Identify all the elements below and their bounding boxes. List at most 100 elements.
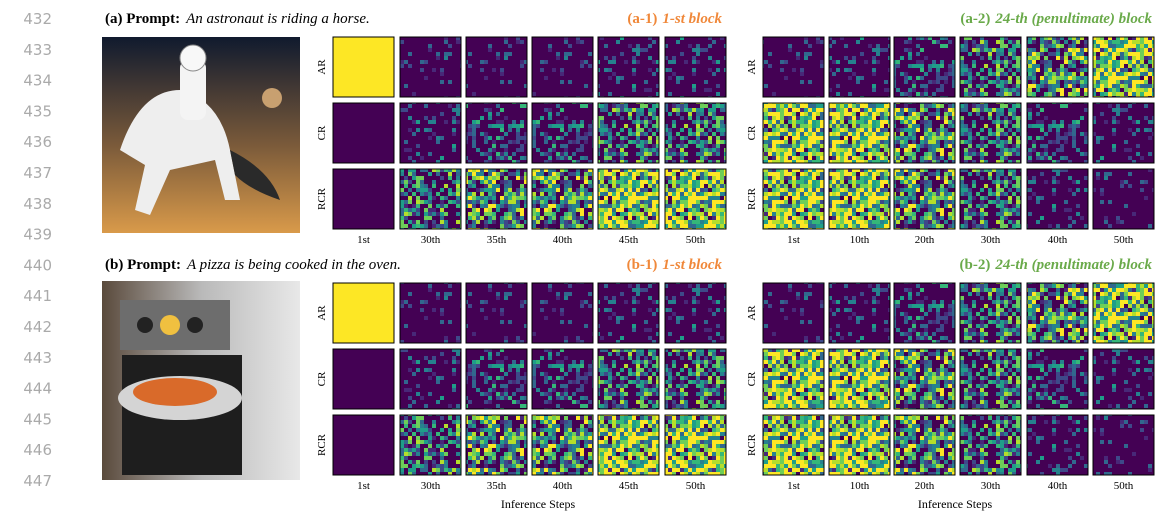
heatmap <box>466 283 527 343</box>
heatmap <box>763 37 824 97</box>
heatmap <box>960 283 1021 343</box>
prompt: An astronaut is riding a horse. <box>185 11 370 27</box>
heatmap <box>1027 349 1088 409</box>
heatmap <box>1027 283 1088 343</box>
line-number: 434 <box>23 72 52 90</box>
heatmap <box>665 349 726 409</box>
heatmap <box>960 349 1021 409</box>
heatmap <box>400 283 461 343</box>
heatmap <box>532 415 593 475</box>
column-label: 50th <box>686 234 706 246</box>
heatmap <box>665 37 726 97</box>
heatmap <box>333 283 394 343</box>
heatmap <box>829 283 890 343</box>
heatmap <box>400 349 461 409</box>
heatmap <box>894 283 955 343</box>
column-label: 40th <box>553 480 573 492</box>
line-number: 445 <box>23 410 52 428</box>
heatmap <box>598 169 659 229</box>
heatmap <box>763 349 824 409</box>
column-label: 30th <box>981 480 1001 492</box>
column-label: 30th <box>421 234 441 246</box>
column-label: 40th <box>1048 234 1068 246</box>
column-label: 1st <box>787 234 800 246</box>
line-number: 439 <box>23 226 52 244</box>
column-label: 35th <box>487 234 507 246</box>
heatmap <box>665 103 726 163</box>
heatmap <box>1093 103 1154 163</box>
line-number: 436 <box>23 133 52 151</box>
heatmap <box>1027 103 1088 163</box>
heatmap <box>400 103 461 163</box>
heatmap <box>532 169 593 229</box>
heatmap <box>598 415 659 475</box>
heatmap <box>960 169 1021 229</box>
heatmap <box>532 37 593 97</box>
column-label: 40th <box>553 234 573 246</box>
row-label: RCR <box>746 433 758 456</box>
heatmap <box>960 415 1021 475</box>
line-number: 441 <box>23 287 52 305</box>
heatmap <box>763 169 824 229</box>
heatmap <box>894 103 955 163</box>
heatmap <box>532 103 593 163</box>
heatmap <box>1093 415 1154 475</box>
line-number: 443 <box>23 349 52 367</box>
column-label: 50th <box>1114 480 1134 492</box>
figure: 4324334344354364374384394404414424434444… <box>0 0 1155 514</box>
row-label: RCR <box>746 187 758 210</box>
heatmap <box>665 283 726 343</box>
block-id: (a-2) <box>960 11 990 27</box>
row-label: AR <box>316 59 328 75</box>
block-id: (b-2) <box>960 257 991 273</box>
column-label: 40th <box>1048 480 1068 492</box>
row-label: AR <box>746 59 758 75</box>
column-label: 50th <box>686 480 706 492</box>
column-label: 20th <box>915 234 935 246</box>
heatmap <box>466 349 527 409</box>
heatmap <box>400 415 461 475</box>
block-id: (a-1) <box>627 11 657 27</box>
heatmap <box>400 169 461 229</box>
heatmap <box>1093 37 1154 97</box>
panel-label: (a) Prompt: <box>105 11 180 27</box>
heatmap <box>400 37 461 97</box>
heatmap <box>598 37 659 97</box>
heatmap <box>598 349 659 409</box>
line-number: 433 <box>23 41 52 59</box>
heatmap <box>466 37 527 97</box>
block-id: (b-1) <box>627 257 658 273</box>
heatmap <box>598 283 659 343</box>
heatmap <box>960 103 1021 163</box>
line-number: 438 <box>23 195 52 213</box>
heatmap <box>1027 415 1088 475</box>
heatmap <box>829 103 890 163</box>
block-title: 1-st block <box>662 257 722 273</box>
line-number: 446 <box>23 441 52 459</box>
column-label: 20th <box>915 480 935 492</box>
heatmap <box>333 169 394 229</box>
block-title: 24-th (penultimate) block <box>994 257 1152 273</box>
column-label: 45th <box>619 480 639 492</box>
heatmap <box>466 169 527 229</box>
column-label: 10th <box>850 480 870 492</box>
row-label: CR <box>746 371 758 386</box>
heatmap <box>1093 349 1154 409</box>
heatmap <box>763 103 824 163</box>
heatmap <box>1093 169 1154 229</box>
heatmap <box>1093 283 1154 343</box>
row-label: CR <box>316 125 328 140</box>
heatmap <box>466 103 527 163</box>
heatmap <box>829 415 890 475</box>
heatmap <box>1027 37 1088 97</box>
axis-label: Inference Steps <box>918 497 993 511</box>
row-label: CR <box>746 125 758 140</box>
row-label: CR <box>316 371 328 386</box>
heatmap <box>894 169 955 229</box>
row-label: AR <box>746 305 758 321</box>
heatmap <box>333 37 394 97</box>
heatmap <box>894 415 955 475</box>
row-label: RCR <box>316 187 328 210</box>
line-number: 444 <box>23 380 52 398</box>
column-label: 35th <box>487 480 507 492</box>
